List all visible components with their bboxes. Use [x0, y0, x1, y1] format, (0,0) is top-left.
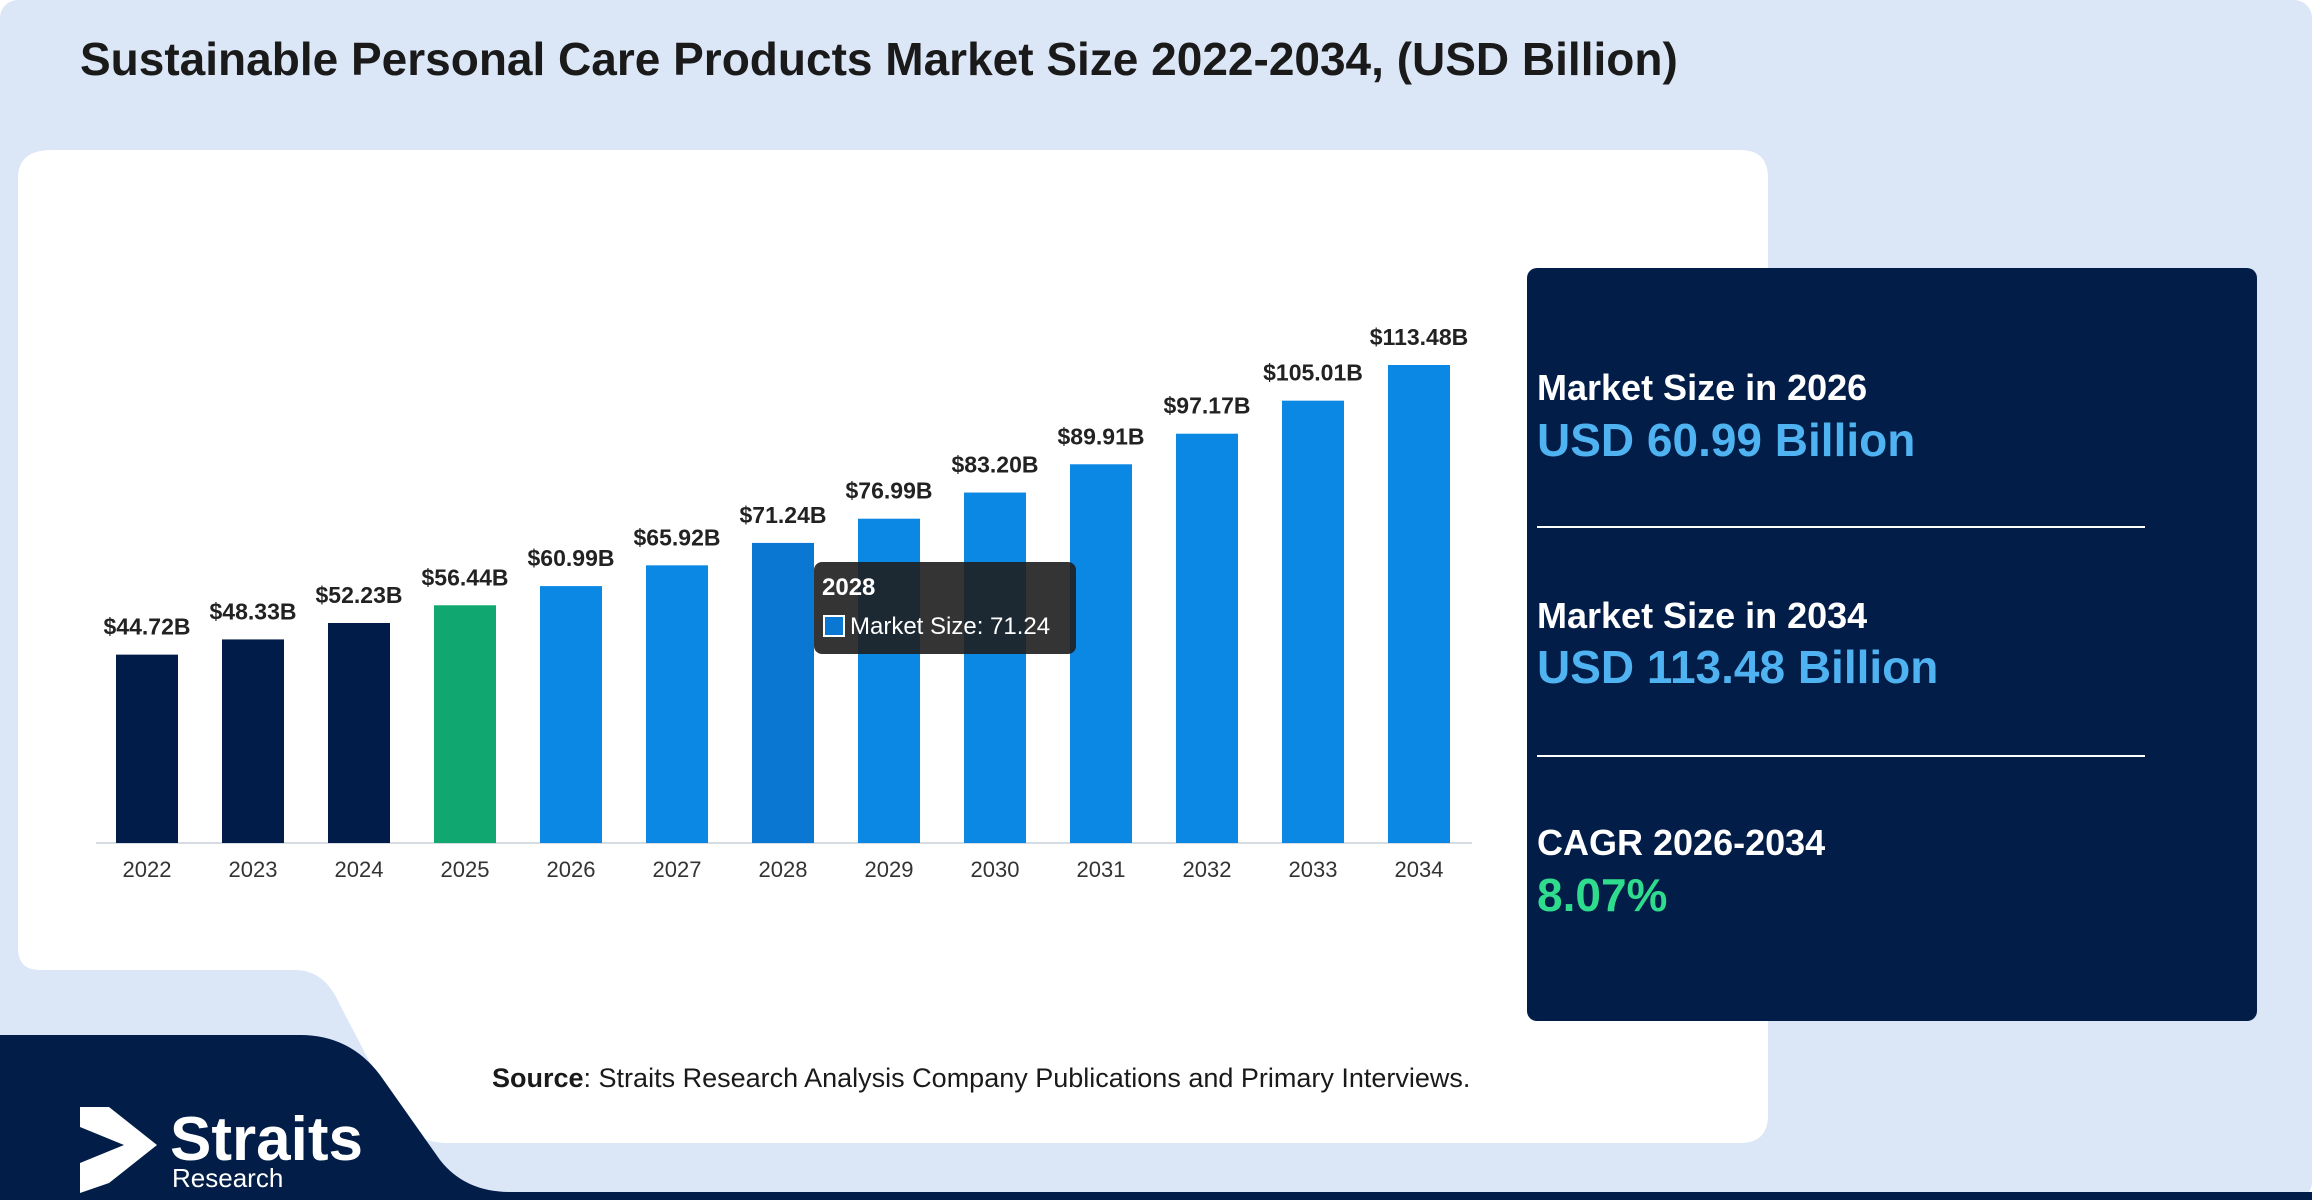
value-label-2033: $105.01B — [1263, 360, 1363, 386]
x-tick-label-2025: 2025 — [441, 857, 490, 882]
source-note: Source: Straits Research Analysis Compan… — [492, 1063, 1470, 1093]
bar-2025[interactable] — [434, 605, 496, 843]
bar-2022[interactable] — [116, 654, 178, 843]
logo-arrow-icon — [80, 1107, 157, 1193]
tooltip-box — [814, 562, 1076, 654]
x-tick-label-2033: 2033 — [1289, 857, 1338, 882]
value-label-2028: $71.24B — [740, 502, 827, 528]
tooltip-value: Market Size: 71.24 — [850, 613, 1050, 640]
straits-logo: Straits Research — [80, 1105, 363, 1193]
bar-2032[interactable] — [1176, 433, 1238, 843]
x-tick-label-2030: 2030 — [971, 857, 1020, 882]
stat-label-cagr: CAGR 2026-2034 — [1537, 822, 1825, 863]
x-tick-label-2023: 2023 — [229, 857, 278, 882]
logo-name: Straits — [170, 1105, 363, 1174]
footer-band — [0, 1035, 2312, 1200]
bar-chart: $44.72B 2022 $48.33B 2023 $52.23B 2024 $56.44B… — [96, 324, 1472, 882]
value-label-2027: $65.92B — [634, 524, 721, 550]
stat-label-2026: Market Size in 2026 — [1537, 367, 1867, 408]
value-label-2025: $56.44B — [422, 564, 509, 590]
value-label-2034: $113.48B — [1370, 324, 1468, 350]
bar-2027[interactable] — [646, 565, 708, 843]
tooltip-title: 2028 — [822, 574, 875, 601]
value-label-2029: $76.99B — [846, 478, 933, 504]
stat-value-2034: USD 113.48 Billion — [1537, 641, 1938, 693]
source-text: : Straits Research Analysis Company Publ… — [584, 1063, 1471, 1093]
stat-label-2034: Market Size in 2034 — [1537, 595, 1867, 636]
bar-2028[interactable] — [752, 542, 814, 843]
chart-tooltip: 2028 Market Size: 71.24 — [814, 562, 1076, 654]
x-tick-label-2026: 2026 — [547, 857, 596, 882]
value-label-2022: $44.72B — [104, 614, 191, 640]
x-tick-label-2027: 2027 — [653, 857, 702, 882]
x-tick-label-2028: 2028 — [759, 857, 808, 882]
x-tick-label-2034: 2034 — [1395, 857, 1444, 882]
page-title: Sustainable Personal Care Products Marke… — [80, 33, 1678, 85]
value-label-2030: $83.20B — [952, 452, 1039, 478]
value-label-2031: $89.91B — [1058, 423, 1145, 449]
value-label-2023: $48.33B — [210, 598, 297, 624]
tooltip-swatch — [823, 615, 845, 637]
bar-2026[interactable] — [540, 586, 602, 843]
source-prefix: Source — [492, 1063, 584, 1093]
bar-2030[interactable] — [964, 492, 1026, 843]
value-label-2032: $97.17B — [1164, 393, 1251, 419]
bar-2024[interactable] — [328, 622, 390, 843]
bar-2031[interactable] — [1070, 464, 1132, 843]
x-tick-label-2029: 2029 — [865, 857, 914, 882]
stat-value-cagr: 8.07% — [1537, 869, 1667, 921]
bar-2033[interactable] — [1282, 400, 1344, 843]
value-label-2024: $52.23B — [316, 582, 403, 608]
x-tick-label-2032: 2032 — [1183, 857, 1232, 882]
logo-sub: Research — [172, 1163, 283, 1193]
bar-2034[interactable] — [1388, 365, 1450, 843]
x-tick-label-2024: 2024 — [335, 857, 384, 882]
stat-value-2026: USD 60.99 Billion — [1537, 414, 1915, 466]
stats-panel — [1527, 268, 2257, 1021]
x-tick-label-2031: 2031 — [1077, 857, 1126, 882]
x-tick-label-2022: 2022 — [123, 857, 172, 882]
value-label-2026: $60.99B — [528, 545, 615, 571]
bar-2023[interactable] — [222, 639, 284, 843]
